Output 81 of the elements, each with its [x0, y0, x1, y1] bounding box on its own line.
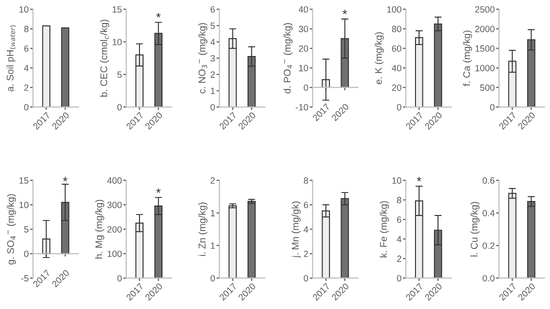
annotation: *: [62, 176, 68, 182]
y-tick-label: 10: [299, 64, 308, 72]
y-tick-label: 20: [392, 84, 402, 91]
y-tick-label: 0: [490, 104, 495, 110]
y-axis-title: f. Ca (mg/kg): [462, 30, 472, 86]
y-tick-label: 1: [210, 88, 215, 94]
y-axis-title: a. Soil pH$_{(water)}$: [6, 25, 16, 92]
y-tick-label: 200: [107, 226, 122, 233]
y-tick-label: 0: [210, 275, 215, 282]
y-tick-label: 4: [304, 226, 308, 232]
y-tick-label: 1500: [475, 45, 495, 52]
y-tick-label: 2: [210, 71, 215, 78]
y-tick-label: 1000: [475, 64, 495, 72]
y-tick-label: 0.0: [482, 275, 495, 282]
y-tick-label: 0.2: [482, 242, 494, 249]
y-axis-title: g. SO$_{4}$$^{−}$ (mg/kg): [6, 194, 16, 264]
y-tick-label: 5: [117, 72, 122, 78]
y-tick-label: 4: [396, 236, 402, 242]
y-tick-label: 10: [392, 177, 402, 184]
y-tick-label: 2: [24, 84, 28, 91]
y-tick-label: 60: [392, 45, 402, 52]
y-tick-label: 30: [298, 26, 308, 32]
y-tick-label: 2500: [475, 6, 495, 13]
y-tick-label: 0: [304, 275, 308, 282]
y-tick-label: 2000: [475, 26, 495, 32]
y-tick-label: 4: [210, 38, 215, 46]
annotation: *: [342, 10, 348, 14]
y-tick-label: 0: [117, 275, 122, 282]
y-tick-label: 2: [210, 177, 215, 184]
y-axis-title: i. Zn (mg/kg): [198, 202, 208, 256]
y-tick-label: 8: [24, 26, 28, 32]
y-tick-label: 6: [304, 202, 308, 208]
y-tick-label: -5: [21, 275, 28, 282]
y-tick-label: 100: [108, 250, 122, 258]
annotation: *: [156, 188, 161, 193]
y-tick-label: 6: [397, 216, 402, 223]
y-axis-title: l. Cu (mg/kg): [470, 202, 480, 256]
y-tick-label: 1: [210, 210, 215, 216]
y-tick-label: 15: [19, 177, 28, 184]
y-tick-label: 1: [210, 242, 215, 249]
y-tick-label: 5: [210, 22, 215, 29]
y-axis-title: h. Mg (mg/kg): [95, 200, 104, 259]
y-tick-label: 40: [392, 64, 402, 72]
y-tick-label: 8: [397, 196, 402, 204]
y-tick-label: 400: [107, 177, 122, 184]
y-tick-label: 20: [298, 45, 308, 52]
y-axis-title: b. CEC (cmol$_{c}$/kg): [100, 20, 110, 97]
y-tick-label: 40: [298, 6, 308, 13]
y-tick-label: 4: [24, 64, 29, 72]
annotation: *: [156, 13, 161, 18]
y-axis-title: e. K (mg/kg): [374, 32, 384, 84]
y-axis-title: d. PO$_{4}$$^{−}$ (mg/kg): [283, 23, 293, 94]
y-tick-label: 0: [304, 84, 308, 91]
y-tick-label: 0: [396, 104, 402, 110]
y-tick-label: 10: [112, 38, 122, 46]
y-tick-label: 80: [392, 26, 402, 32]
y-tick-label: 15: [112, 6, 122, 13]
y-tick-label: 0.6: [482, 177, 494, 184]
y-tick-label: 6: [210, 6, 215, 13]
y-tick-label: 3: [210, 55, 215, 62]
y-tick-label: 10: [19, 202, 28, 208]
y-tick-label: 0: [210, 104, 215, 110]
annotation: *: [416, 176, 422, 182]
y-tick-label: 8: [304, 177, 308, 184]
y-tick-label: 0: [24, 250, 28, 258]
y-tick-label: 5: [24, 226, 28, 233]
y-tick-label: 0: [396, 275, 402, 282]
y-tick-label: 300: [107, 202, 122, 208]
y-axis-title: c. NO$_{3}$$^{−}$ (mg/kg): [198, 23, 208, 94]
y-tick-label: 0.4: [482, 210, 495, 216]
y-tick-label: 100: [387, 6, 402, 13]
y-tick-label: 10: [19, 6, 28, 13]
y-tick-label: 0: [117, 104, 122, 110]
y-tick-label: -10: [296, 104, 308, 110]
y-tick-label: 500: [480, 84, 495, 91]
y-tick-label: 0: [24, 104, 28, 110]
y-axis-title: j. Mn (mg/gk): [292, 201, 301, 258]
y-tick-label: 2: [397, 256, 402, 262]
y-tick-label: 2: [304, 250, 308, 257]
y-tick-label: 6: [24, 45, 28, 52]
y-axis-title: k. Fe (mg/kg): [380, 201, 389, 258]
